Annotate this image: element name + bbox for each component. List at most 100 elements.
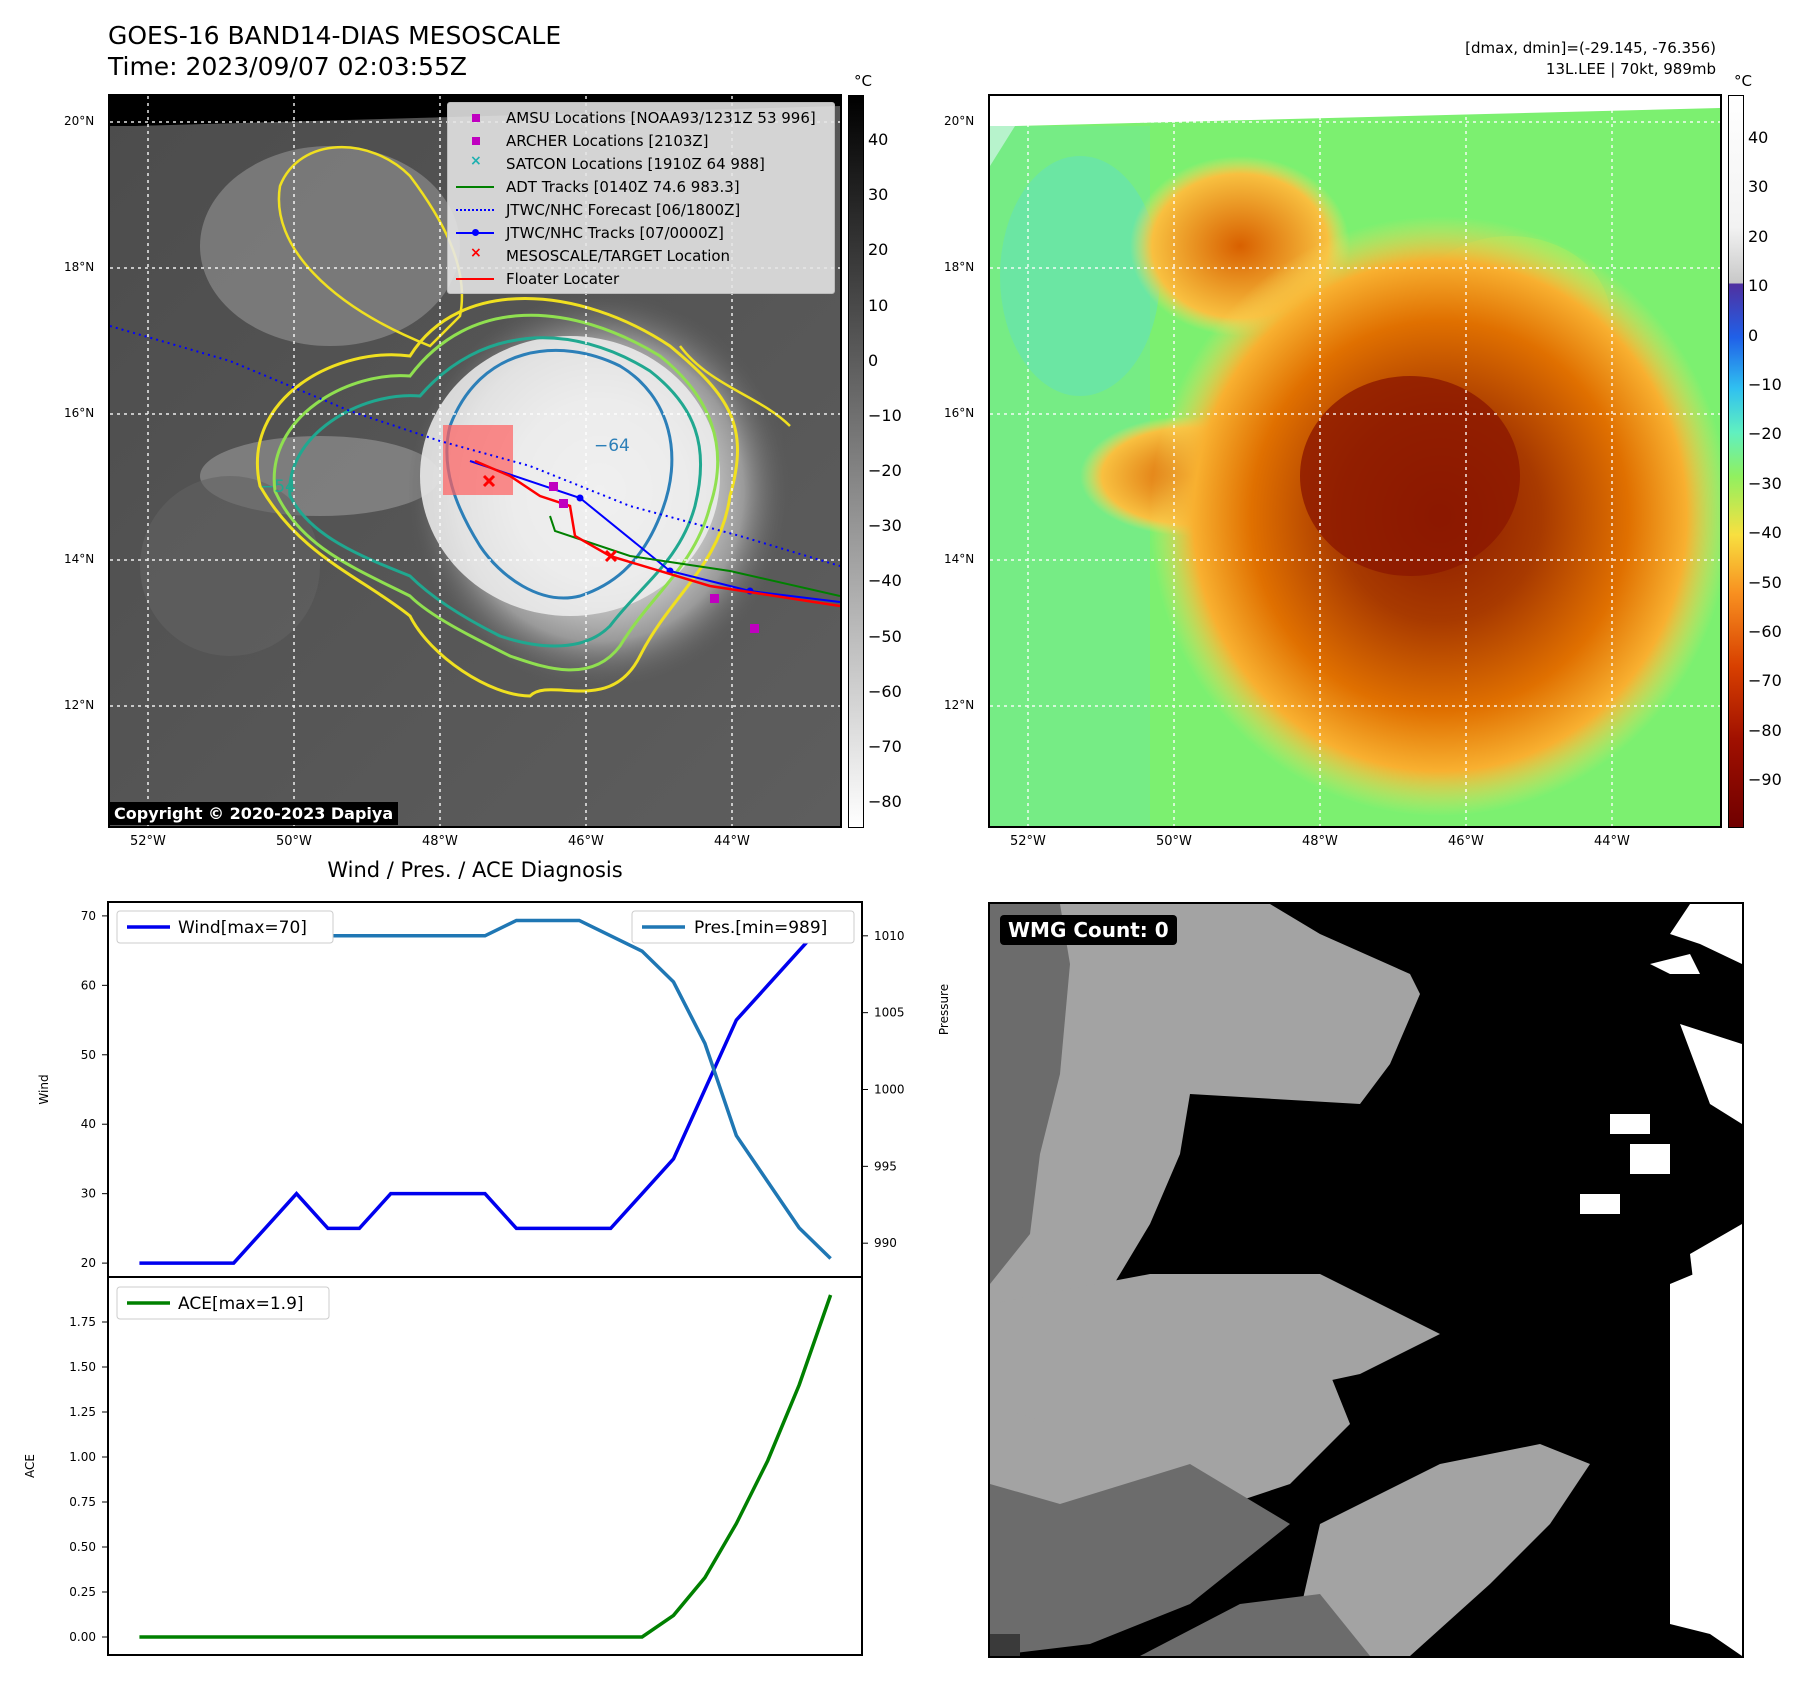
colorbar-tick-label: −30 <box>868 516 902 536</box>
y-tick-label: 30 <box>81 1187 96 1201</box>
copyright-badge: Copyright © 2020-2023 Dapiya <box>109 802 399 825</box>
colorbar-tick-label: −30 <box>1748 473 1782 493</box>
legend-item: ARCHER Locations [2103Z] <box>456 129 709 152</box>
ace-line <box>139 1294 833 1639</box>
line-dot-icon <box>456 226 496 240</box>
lat-label: 16°N <box>64 406 95 420</box>
colorbar-right <box>1728 95 1744 828</box>
colorbar-tick-label: −60 <box>1748 621 1782 641</box>
x-marker-icon: × <box>470 244 482 261</box>
y-tick-label: 1.00 <box>69 1450 96 1464</box>
colorbar-tick-label: −60 <box>868 681 902 701</box>
ir-color-svg <box>990 96 1720 826</box>
colorbar-tick-label: −50 <box>868 626 902 646</box>
y2-tick-label: 995 <box>874 1159 897 1173</box>
lat-label: 12°N <box>944 698 975 712</box>
y2-tick-label: 1005 <box>874 1006 905 1020</box>
legend-item: × SATCON Locations [1910Z 64 988] <box>456 152 765 175</box>
y-axis-label: ACE <box>23 1454 37 1478</box>
wmg-map <box>988 902 1744 1658</box>
colorbar-tick-label: −20 <box>868 461 902 481</box>
y-tick-label: 0.00 <box>69 1630 96 1644</box>
lat-label: 14°N <box>64 552 95 566</box>
y2-axis-label: Pressure <box>937 984 951 1035</box>
lon-label: 48°W <box>1302 834 1338 849</box>
square-marker-icon <box>456 111 496 125</box>
y-tick-label: 1.25 <box>69 1405 96 1419</box>
ace-legend-box <box>116 1286 330 1320</box>
dmax-dmin-text: [dmax, dmin]=(-29.145, -76.356) <box>1465 39 1716 57</box>
colorbar-tick-label: −40 <box>868 571 902 591</box>
colorbar-tick-label: −70 <box>1748 671 1782 691</box>
y-tick-label: 20 <box>81 1256 96 1270</box>
wind-line <box>139 914 832 1265</box>
colorbar-tick-label: −20 <box>1748 424 1782 444</box>
storm-info: [dmax, dmin]=(-29.145, -76.356) 13L.LEE … <box>1465 38 1716 80</box>
colorbar-right-unit: °C <box>1734 72 1752 90</box>
y-tick-label: 0.25 <box>69 1585 96 1599</box>
contour-label-54: −54 <box>260 477 296 497</box>
wmg-count-badge: WMG Count: 0 <box>1000 915 1177 945</box>
x-marker-icon: × <box>470 152 482 169</box>
colorbar-tick-label: 20 <box>868 240 889 260</box>
y-tick-label: 50 <box>81 1048 96 1062</box>
title-line-1: GOES-16 BAND14-DIAS MESOSCALE <box>108 21 562 50</box>
y-axis-label: Wind <box>37 1074 51 1104</box>
pressure-legend-label: Pres.[min=989] <box>694 918 827 938</box>
diagnosis-title: Wind / Pres. / ACE Diagnosis <box>327 858 623 882</box>
legend-item: ADT Tracks [0140Z 74.6 983.3] <box>456 175 740 198</box>
colorbar-tick-label: 30 <box>1748 177 1769 197</box>
lon-label: 50°W <box>1156 834 1192 849</box>
lat-label: 20°N <box>64 114 95 128</box>
contour-label-64: −64 <box>594 436 630 456</box>
map-legend: AMSU Locations [NOAA93/1231Z 53 996] ARC… <box>447 102 835 294</box>
lon-label: 44°W <box>1594 834 1630 849</box>
legend-item: JTWC/NHC Forecast [06/1800Z] <box>456 198 740 221</box>
colorbar-tick-label: 0 <box>1748 325 1759 345</box>
colorbar-tick-label: −10 <box>868 405 902 425</box>
legend-item: AMSU Locations [NOAA93/1231Z 53 996] <box>456 106 816 129</box>
colorbar-tick-label: −80 <box>868 792 902 812</box>
colorbar-tick-label: 0 <box>868 350 879 370</box>
colorbar-tick-label: 20 <box>1748 226 1769 246</box>
y-tick-label: 0.75 <box>69 1495 96 1509</box>
lat-label: 12°N <box>64 698 95 712</box>
lon-label: 52°W <box>1010 834 1046 849</box>
legend-item: JTWC/NHC Tracks [07/0000Z] <box>456 221 724 244</box>
lon-label: 52°W <box>130 834 166 849</box>
plot-frame <box>107 1276 863 1656</box>
colorbar-tick-label: 10 <box>868 295 889 315</box>
lon-label: 46°W <box>1448 834 1484 849</box>
colorbar-tick-label: −90 <box>1748 770 1782 790</box>
pressure-legend-box <box>631 910 855 944</box>
storm-id-text: 13L.LEE | 70kt, 989mb <box>1545 60 1716 78</box>
wind-pressure-plot: 20 30 40 50 60 70 990 995 1000 1005 1010 Wind Pressu… <box>37 901 951 1278</box>
y-tick-label: 70 <box>81 909 96 923</box>
colorbar-tick-label: −80 <box>1748 720 1782 740</box>
pressure-line <box>139 918 832 1260</box>
line-icon <box>456 180 496 194</box>
lon-label: 46°W <box>568 834 604 849</box>
lon-label: 44°W <box>714 834 750 849</box>
title-line-2: Time: 2023/09/07 02:03:55Z <box>108 52 467 81</box>
lat-label: 18°N <box>64 260 95 274</box>
lat-label: 20°N <box>944 114 975 128</box>
y2-tick-label: 1010 <box>874 929 905 943</box>
colorbar-left <box>848 95 864 828</box>
lat-label: 16°N <box>944 406 975 420</box>
wind-legend-label: Wind[max=70] <box>178 918 307 938</box>
colorbar-tick-label: 10 <box>1748 276 1769 296</box>
y2-tick-label: 990 <box>874 1236 897 1250</box>
colorbar-tick-label: 40 <box>868 130 889 150</box>
plot-frame <box>107 901 863 1278</box>
dotted-line-icon <box>456 203 496 217</box>
y-tick-label: 1.75 <box>69 1315 96 1329</box>
colorbar-tick-label: 30 <box>868 185 889 205</box>
legend-item: Floater Locater <box>456 267 619 290</box>
colorbar-tick-label: −10 <box>1748 374 1782 394</box>
ir-color-map <box>988 94 1722 828</box>
y-tick-label: 0.50 <box>69 1540 96 1554</box>
legend-item: × MESOSCALE/TARGET Location <box>456 244 730 267</box>
wmg-svg <box>990 904 1742 1656</box>
ace-plot: 0.00 0.25 0.50 0.75 1.00 1.25 1.50 1.75 ACE ACE[m… <box>23 1276 863 1656</box>
